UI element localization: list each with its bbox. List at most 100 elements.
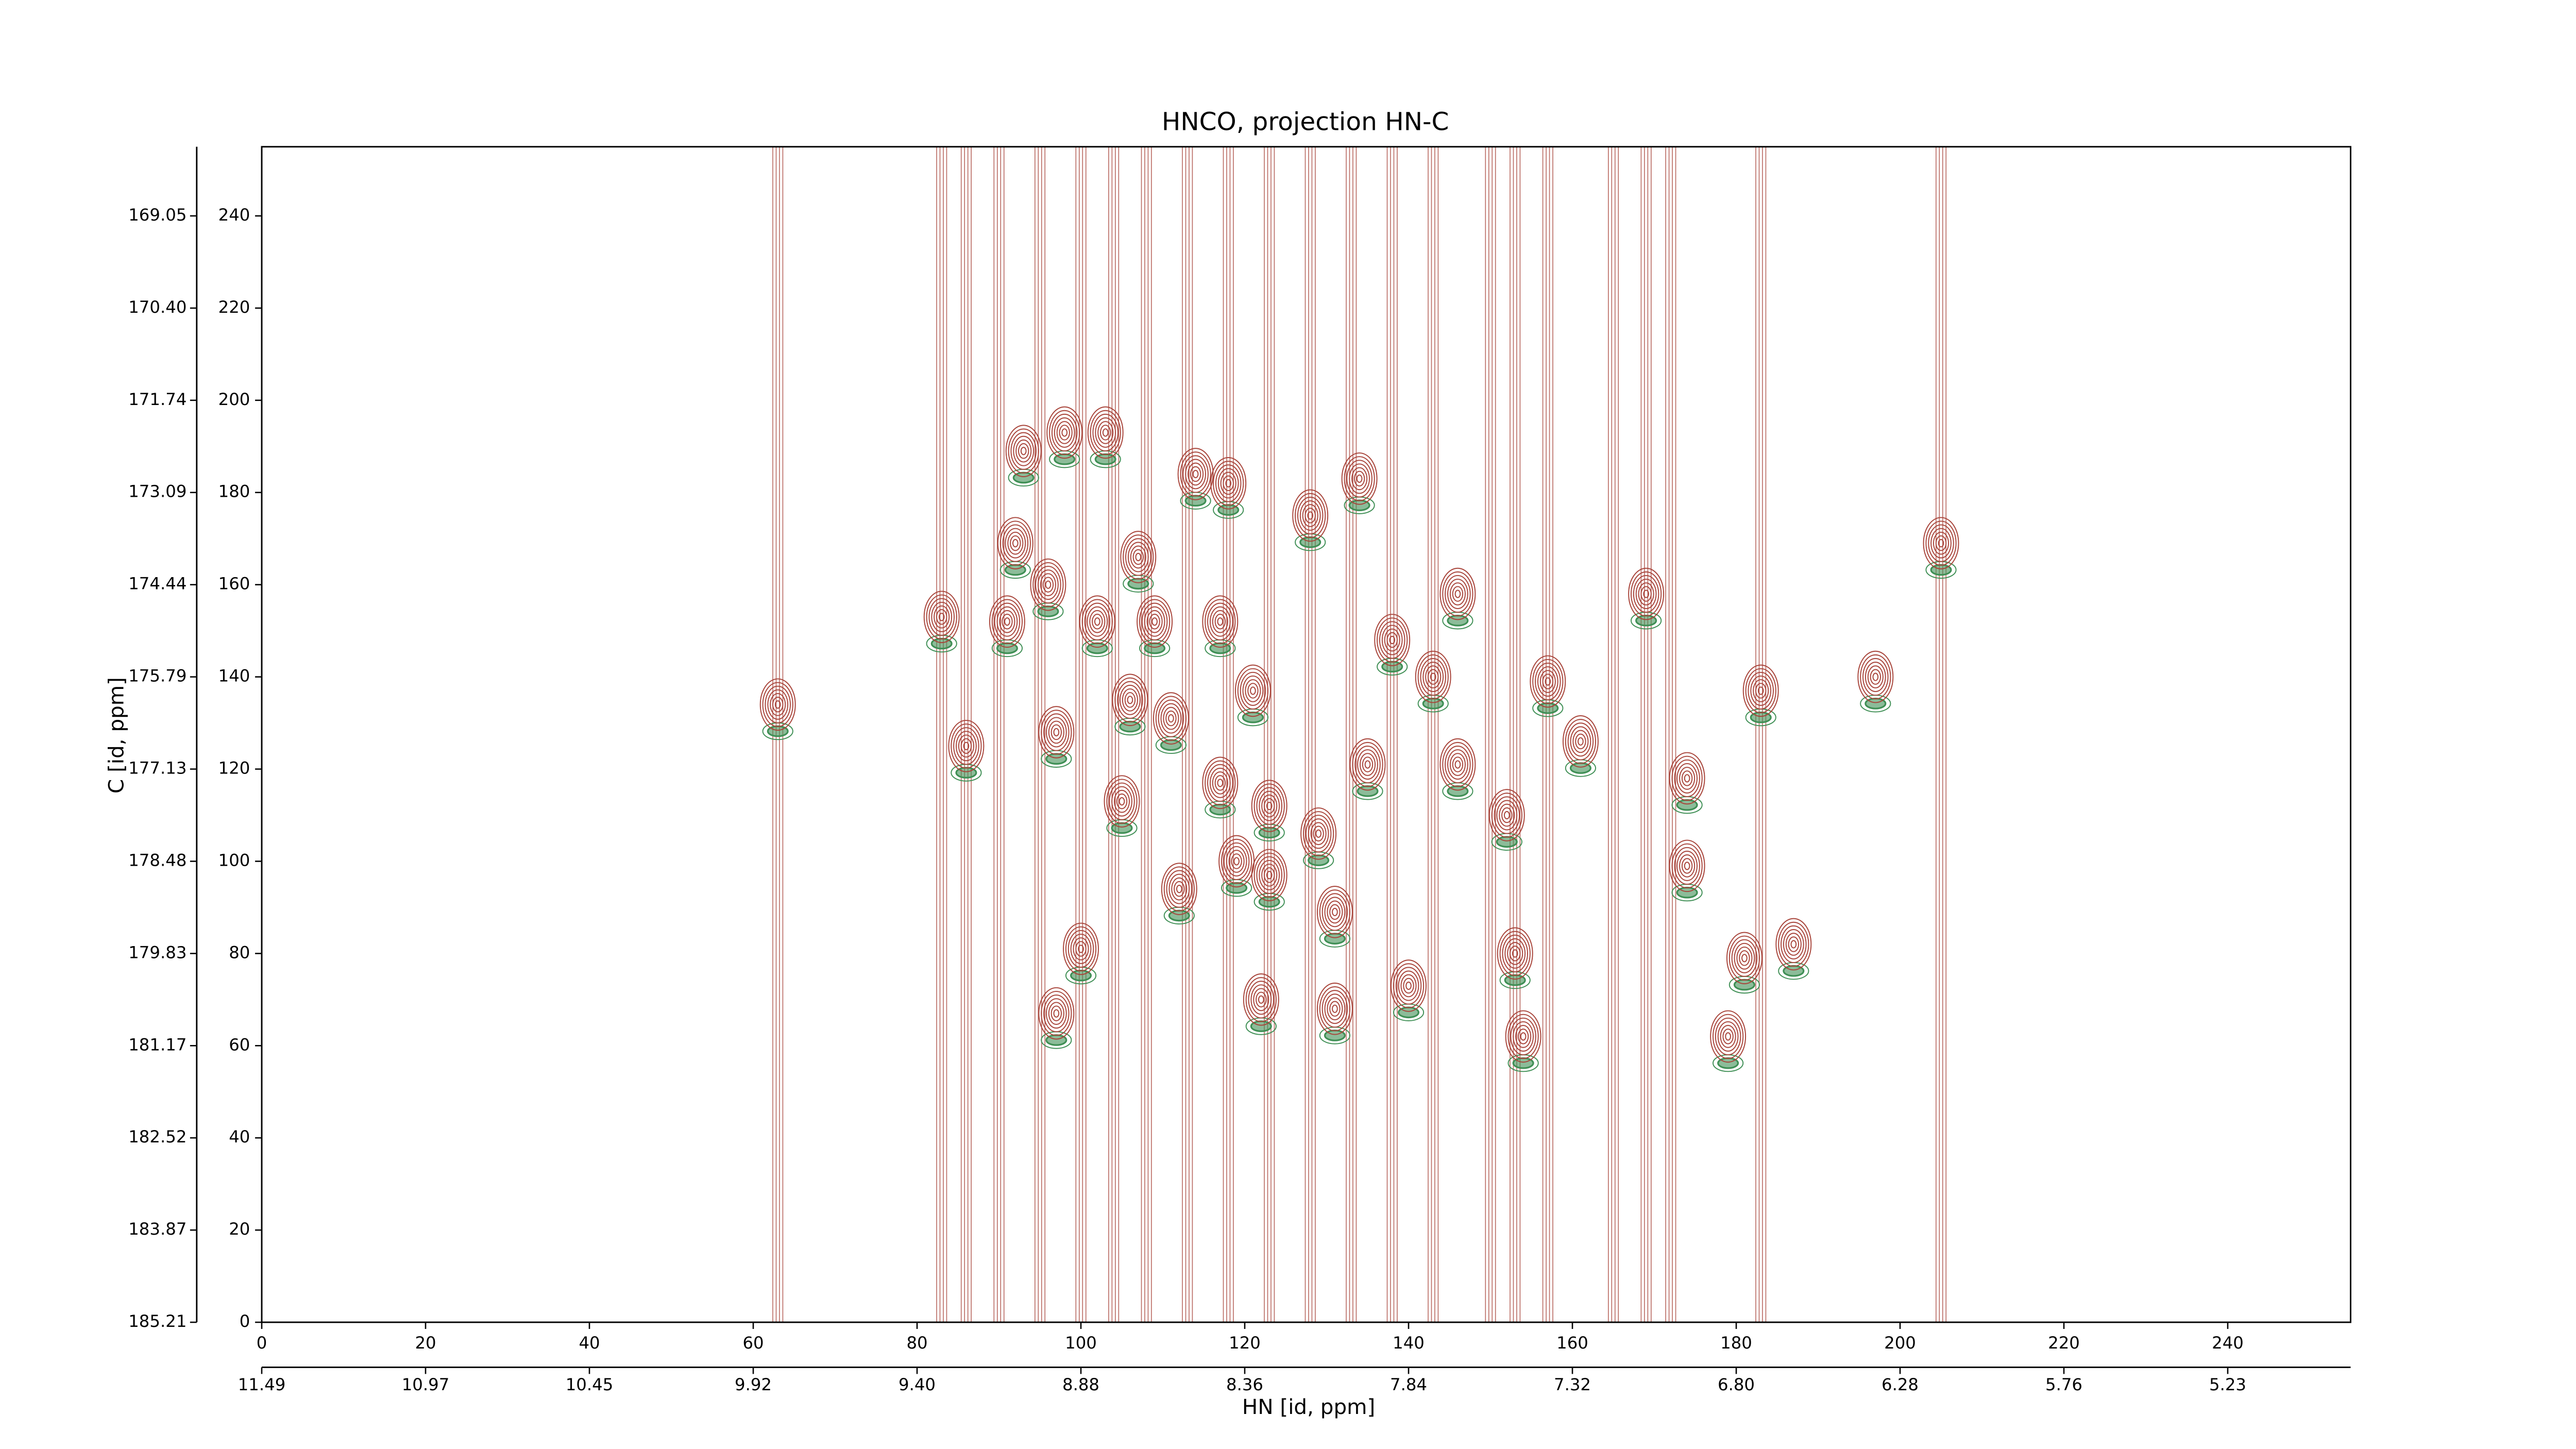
positive-contour — [999, 610, 1015, 633]
positive-contour — [1344, 456, 1375, 501]
positive-contour — [1113, 789, 1130, 813]
positive-contour — [1051, 413, 1078, 452]
positive-contour — [1923, 517, 1959, 569]
plot-frame — [261, 146, 2351, 1323]
positive-contour — [1061, 428, 1068, 437]
positive-contour — [1862, 658, 1889, 696]
x2-tick-label: 9.92 — [735, 1375, 772, 1394]
positive-contour — [1221, 838, 1252, 884]
positive-contour — [1097, 421, 1114, 444]
positive-contour — [1163, 866, 1195, 912]
positive-contour — [1258, 995, 1264, 1004]
positive-contour — [1567, 722, 1594, 761]
positive-contour — [1570, 726, 1591, 757]
positive-contour — [1247, 683, 1259, 699]
peak — [759, 678, 796, 740]
peak — [1775, 918, 1812, 980]
positive-contour — [1190, 466, 1201, 482]
x-tick-label: 120 — [1229, 1333, 1261, 1353]
peak — [1391, 959, 1427, 1021]
x-tick-label: 140 — [1393, 1333, 1425, 1353]
positive-contour — [1217, 617, 1224, 626]
positive-contour — [1381, 625, 1403, 655]
positive-contour — [1084, 602, 1111, 641]
positive-contour — [1742, 664, 1779, 717]
positive-contour — [1346, 460, 1372, 498]
y2-tick-label: 173.09 — [128, 482, 187, 501]
positive-contour — [1420, 658, 1446, 696]
positive-contour — [1168, 873, 1190, 904]
positive-contour — [1332, 907, 1338, 916]
x-tick-label: 160 — [1556, 1333, 1588, 1353]
positive-contour — [1439, 738, 1476, 791]
positive-contour — [1304, 508, 1316, 524]
peak — [1120, 531, 1157, 593]
positive-contour — [1046, 406, 1083, 459]
peak — [1505, 1010, 1541, 1072]
positive-contour — [1205, 599, 1236, 644]
positive-contour — [1161, 863, 1197, 915]
positive-contour — [1153, 692, 1189, 745]
positive-contour — [1261, 794, 1278, 818]
positive-contour — [1356, 474, 1363, 483]
positive-contour — [1452, 756, 1464, 772]
positive-contour — [1124, 692, 1136, 708]
positive-contour — [1386, 632, 1398, 648]
positive-contour — [1327, 997, 1343, 1021]
positive-contour — [1510, 946, 1521, 962]
positive-contour — [1351, 467, 1368, 491]
positive-contour — [1253, 852, 1285, 898]
peak — [948, 719, 985, 782]
peak — [1710, 1010, 1747, 1072]
positive-contour — [1256, 856, 1282, 894]
positive-contour — [1171, 877, 1188, 901]
positive-contour — [1010, 432, 1037, 470]
positive-contour — [1043, 713, 1070, 751]
positive-contour — [1510, 1017, 1536, 1055]
positive-contour — [1220, 471, 1236, 495]
positive-contour — [1212, 771, 1228, 795]
peak — [1488, 789, 1525, 851]
positive-contour — [1736, 946, 1753, 970]
peak — [1857, 650, 1894, 713]
positive-contour — [1259, 790, 1280, 821]
positive-contour — [1674, 847, 1700, 885]
positive-contour — [1223, 842, 1250, 880]
positive-contour — [1050, 724, 1062, 740]
positive-contour — [963, 742, 970, 750]
positive-contour — [1928, 524, 1954, 562]
x-tick-label: 0 — [257, 1333, 267, 1353]
peak — [1063, 922, 1099, 985]
positive-contour — [1684, 862, 1690, 870]
positive-contour — [1400, 974, 1417, 998]
positive-contour — [1720, 1025, 1736, 1048]
y2-tick-label: 174.44 — [128, 574, 187, 594]
y2-tick-label: 181.17 — [128, 1035, 187, 1054]
positive-contour — [1005, 425, 1042, 478]
positive-contour — [926, 594, 957, 639]
positive-contour — [1515, 1025, 1532, 1048]
positive-contour — [1146, 610, 1163, 633]
peak — [1374, 614, 1411, 676]
positive-contour — [1635, 579, 1657, 610]
positive-contour — [948, 719, 985, 772]
positive-contour — [1135, 552, 1142, 562]
positive-contour — [1067, 930, 1094, 968]
positive-contour — [1535, 662, 1561, 701]
positive-contour — [1640, 586, 1652, 602]
positive-contour — [1002, 614, 1013, 630]
positive-contour — [1261, 863, 1278, 887]
positive-contour — [1505, 1010, 1541, 1063]
positive-contour — [1010, 535, 1021, 551]
peak — [1210, 457, 1247, 519]
positive-contour — [772, 697, 784, 713]
positive-contour — [1327, 900, 1343, 924]
positive-contour — [1398, 970, 1419, 1001]
peak — [1439, 738, 1476, 800]
positive-contour — [1237, 668, 1269, 714]
positive-contour — [1671, 843, 1703, 889]
positive-contour — [1081, 599, 1113, 644]
positive-contour — [938, 613, 945, 621]
peak — [1316, 982, 1353, 1044]
positive-contour — [1013, 435, 1035, 466]
